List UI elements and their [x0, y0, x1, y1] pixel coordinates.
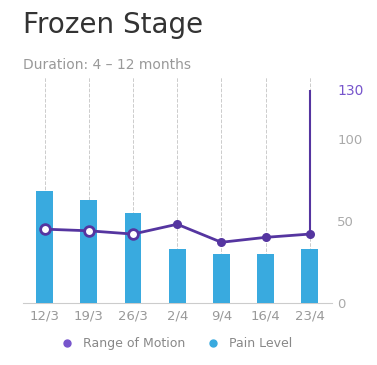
Legend: Range of Motion, Pain Level: Range of Motion, Pain Level	[49, 332, 297, 355]
Bar	[213, 254, 230, 303]
Bar	[80, 200, 97, 303]
Bar	[125, 213, 141, 303]
Text: Duration: 4 – 12 months: Duration: 4 – 12 months	[23, 58, 191, 72]
Bar	[36, 191, 53, 303]
Bar	[169, 249, 185, 303]
Bar	[257, 254, 274, 303]
Bar	[301, 249, 318, 303]
Text: Frozen Stage: Frozen Stage	[23, 11, 203, 39]
